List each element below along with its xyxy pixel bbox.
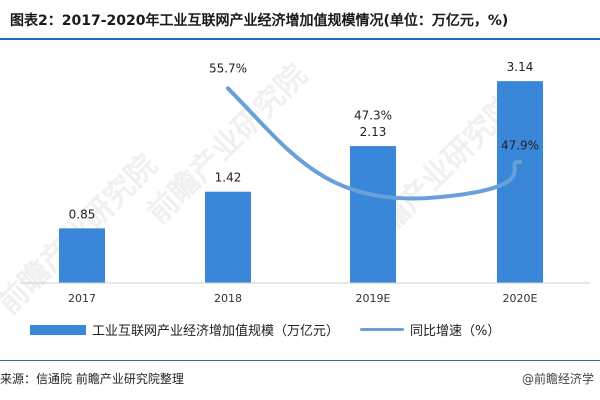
legend-swatch-line (360, 328, 404, 331)
title-divider (0, 38, 600, 40)
bar-value-label: 3.14 (507, 60, 534, 74)
growth-rate-line (226, 86, 522, 201)
x-tick-label: 2018 (214, 292, 242, 305)
legend-item-bar: 工业互联网产业经济增加值规模（万亿元） (30, 320, 339, 339)
legend-item-line: 同比增速（%） (360, 320, 500, 339)
bar-2017 (59, 228, 105, 283)
footer-divider (0, 360, 600, 361)
brand-label: @前瞻经济学 (521, 372, 594, 386)
bar-2019E (350, 146, 396, 283)
x-tick-label: 2017 (68, 292, 96, 305)
chart-title: 图表2：2017-2020年工业互联网产业经济增加值规模情况(单位：万亿元，%) (10, 13, 509, 29)
legend-swatch-bar (30, 324, 86, 335)
legend: 工业互联网产业经济增加值规模（万亿元） 同比增速（%） (0, 320, 600, 344)
bar-value-label: 0.85 (69, 207, 96, 221)
legend-label-bar: 工业互联网产业经济增加值规模（万亿元） (92, 324, 340, 339)
bar-value-label: 2.13 (360, 125, 387, 139)
bar-2018 (205, 191, 251, 283)
chart-plot: 0.85 1.42 2.13 3.14 55.7% 47.3% 47.9% 2017 201… (20, 60, 590, 305)
growth-value-label: 47.9% (501, 139, 539, 153)
growth-value-label: 47.3% (354, 108, 392, 122)
x-tick-label: 2019E (356, 292, 391, 305)
bar-value-label: 1.42 (215, 171, 242, 185)
growth-value-label: 55.7% (209, 61, 247, 75)
x-tick-label: 2020E (503, 292, 538, 305)
source-note: 来源：信通院 前瞻产业研究院整理 (0, 372, 184, 386)
legend-label-line: 同比增速（%） (410, 324, 501, 339)
